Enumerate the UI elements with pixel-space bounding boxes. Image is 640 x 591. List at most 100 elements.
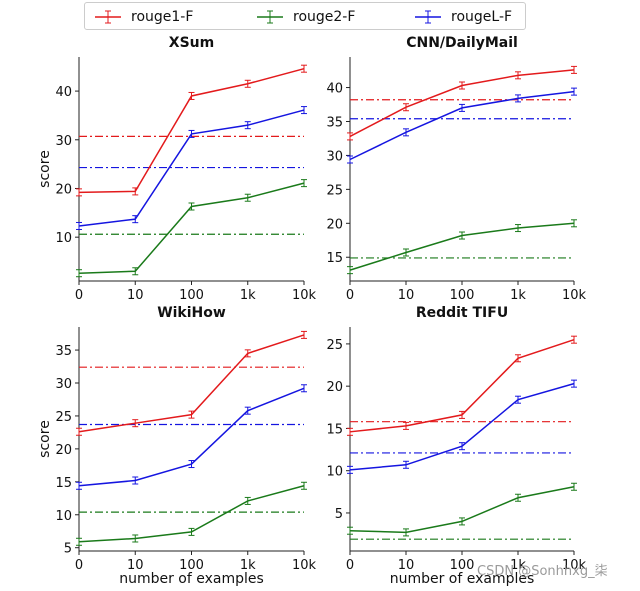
data-point-rouge1-F — [515, 354, 521, 363]
chart-title: Reddit TIFU — [416, 305, 508, 321]
y-tick-label: 20 — [55, 182, 72, 197]
data-point-rouge2-F — [244, 496, 251, 505]
data-point-rougeL-F — [403, 460, 409, 469]
data-point-rouge2-F — [188, 202, 195, 211]
y-tick-label: 10 — [55, 509, 72, 524]
data-point-rouge2-F — [188, 527, 195, 536]
data-point-rougeL-F — [188, 129, 195, 138]
x-tick-label: 10k — [562, 558, 587, 573]
data-point-rouge1-F — [571, 335, 577, 344]
data-point-rougeL-F — [347, 465, 353, 474]
y-tick-label: 30 — [326, 149, 343, 164]
data-point-rougeL-F — [515, 94, 521, 103]
data-point-rouge2-F — [76, 537, 82, 546]
x-tick-label: 1k — [240, 558, 256, 573]
data-point-rouge1-F — [188, 410, 195, 419]
legend-label-rouge1: rouge1-F — [131, 9, 194, 25]
legend-label-rougeL: rougeL-F — [451, 9, 513, 25]
y-axis-label: score — [37, 420, 53, 458]
x-tick-label: 0 — [75, 288, 83, 303]
data-point-rouge2-F — [459, 517, 465, 526]
x-tick-label: 10k — [292, 558, 317, 573]
y-axis-label: score — [37, 150, 53, 188]
data-point-rouge2-F — [571, 482, 577, 491]
legend-marker-rouge2 — [257, 10, 283, 24]
data-point-rougeL-F — [76, 481, 82, 490]
legend: rouge1-F rouge2-F rougeL-F — [84, 2, 526, 30]
y-tick-label: 10 — [55, 231, 72, 246]
y-tick-label: 25 — [55, 410, 72, 425]
data-point-rouge1-F — [571, 65, 577, 74]
chart-panel-0: XSum 10 20 30 40 0 10 100 1k 10k score — [37, 35, 317, 303]
data-point-rougeL-F — [132, 476, 139, 485]
x-tick-label: 0 — [346, 558, 354, 573]
x-axis-label: number of examples — [390, 571, 535, 587]
data-point-rougeL-F — [244, 121, 251, 130]
y-tick-label: 40 — [55, 85, 72, 100]
y-tick-label: 15 — [326, 251, 343, 266]
x-tick-label: 10k — [292, 288, 317, 303]
y-tick-label: 30 — [55, 377, 72, 392]
data-point-rougeL-F — [301, 106, 307, 115]
data-point-rouge1-F — [301, 64, 307, 73]
x-tick-label: 1k — [510, 558, 526, 573]
data-point-rougeL-F — [571, 87, 577, 96]
data-point-rouge1-F — [403, 421, 409, 430]
x-tick-label: 0 — [346, 288, 354, 303]
y-tick-label: 15 — [326, 422, 343, 437]
data-point-rouge2-F — [301, 179, 307, 188]
series-line-rouge2-F — [78, 182, 305, 274]
data-point-rouge1-F — [459, 410, 465, 419]
data-point-rouge2-F — [515, 493, 521, 502]
series-line-rougeL-F — [349, 90, 575, 161]
data-point-rouge2-F — [347, 266, 353, 275]
legend-marker-rouge1 — [95, 10, 121, 24]
legend-item-rouge1: rouge1-F — [95, 8, 193, 26]
legend-item-rougeL: rougeL-F — [415, 8, 512, 26]
data-point-rouge2-F — [347, 526, 353, 535]
y-tick-label: 20 — [326, 380, 343, 395]
x-tick-label: 10 — [127, 288, 144, 303]
data-point-rouge2-F — [244, 193, 251, 202]
chart-panel-1: CNN/DailyMail 15 20 25 30 35 40 0 10 100 1k 10k — [326, 35, 586, 303]
data-point-rouge1-F — [76, 188, 82, 197]
y-tick-label: 15 — [55, 476, 72, 491]
x-tick-label: 1k — [510, 288, 526, 303]
x-tick-label: 100 — [450, 288, 475, 303]
data-point-rouge2-F — [132, 267, 139, 276]
data-point-rouge1-F — [244, 79, 251, 88]
y-tick-label: 20 — [326, 217, 343, 232]
x-tick-label: 1k — [240, 288, 256, 303]
x-tick-label: 100 — [179, 558, 204, 573]
x-tick-label: 10 — [398, 558, 415, 573]
data-point-rouge2-F — [403, 248, 409, 257]
y-tick-label: 35 — [326, 115, 343, 130]
y-tick-label: 35 — [55, 344, 72, 359]
data-point-rouge1-F — [515, 71, 521, 80]
data-point-rouge1-F — [403, 103, 409, 112]
data-point-rougeL-F — [571, 379, 577, 388]
data-point-rouge2-F — [76, 269, 82, 278]
data-point-rouge1-F — [188, 91, 195, 100]
chart-title: WikiHow — [157, 305, 226, 321]
data-point-rougeL-F — [301, 384, 307, 393]
chart-panel-3: Reddit TIFU 5 10 15 20 25 0 10 100 1k 10k number of… — [326, 305, 586, 587]
series-line-rouge1-F — [349, 69, 575, 138]
data-point-rouge2-F — [132, 534, 139, 543]
legend-item-rouge2: rouge2-F — [257, 8, 355, 26]
data-point-rouge1-F — [301, 330, 307, 339]
data-point-rougeL-F — [188, 460, 195, 469]
series-line-rougeL-F — [78, 387, 305, 487]
legend-marker-rougeL — [415, 10, 441, 24]
data-point-rougeL-F — [347, 155, 353, 164]
y-tick-label: 5 — [64, 542, 72, 557]
data-point-rougeL-F — [459, 103, 465, 112]
x-tick-label: 0 — [75, 558, 83, 573]
y-tick-label: 10 — [326, 465, 343, 480]
x-tick-label: 100 — [450, 558, 475, 573]
data-point-rouge2-F — [571, 219, 577, 228]
x-tick-label: 100 — [179, 288, 204, 303]
y-tick-label: 5 — [335, 507, 343, 522]
data-point-rouge2-F — [459, 231, 465, 240]
